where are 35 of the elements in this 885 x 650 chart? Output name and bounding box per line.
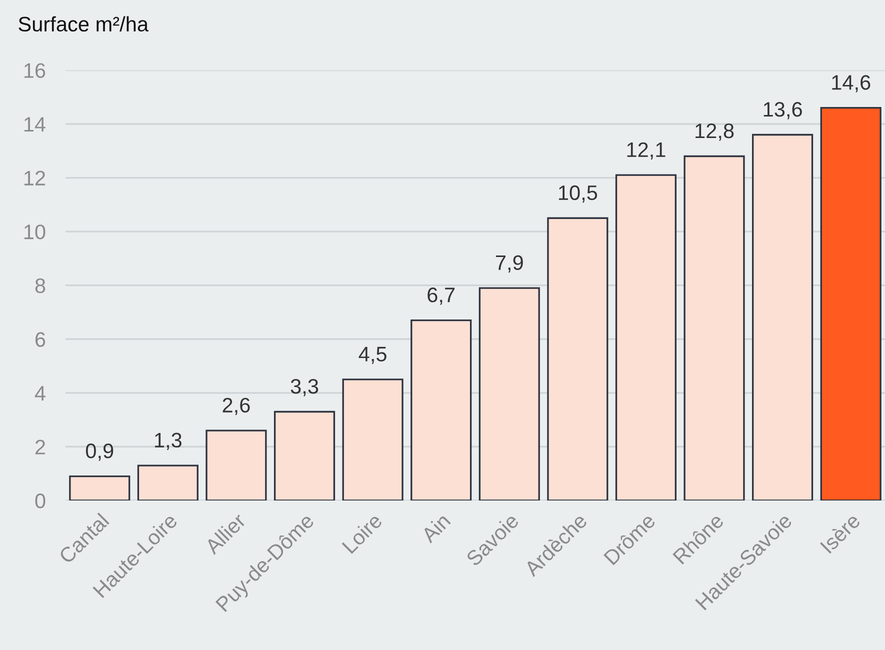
y-tick-label: 0 [35,494,46,508]
bar [137,464,198,500]
data-label: 14,6 [832,75,870,92]
data-label: 6,7 [428,288,455,305]
y-tick-label: 6 [36,332,46,347]
data-label: 12,8 [696,124,734,141]
data-label: 13,6 [764,102,802,120]
bar [615,174,677,500]
bar [478,287,540,500]
y-tick-label: 8 [35,278,46,294]
data-label: 2,6 [222,398,250,416]
data-label: 7,9 [496,255,523,272]
y-axis-title: Surface m²/ha [18,16,149,32]
y-tick-label: 2 [36,440,45,454]
bar [547,217,608,500]
bar [684,155,745,500]
data-label: 0,9 [86,444,114,461]
data-label: 10,5 [559,185,598,203]
y-tick-label: 4 [34,386,46,400]
bar [206,430,267,500]
bar [752,134,814,500]
y-tick-label: 12 [24,170,45,186]
data-label: 4,5 [358,346,386,364]
y-tick-label: 16 [24,63,46,78]
bar [820,107,882,500]
data-label: 1,3 [155,432,182,450]
y-tick-label: 14 [24,117,46,132]
x-tick-label: Ain [420,512,451,544]
bar [410,319,472,500]
y-tick-label: 10 [24,224,46,240]
bar [274,410,336,500]
bar [342,378,404,500]
data-label: 3,3 [290,378,318,396]
bar [69,475,130,500]
data-label: 12,1 [627,142,666,160]
